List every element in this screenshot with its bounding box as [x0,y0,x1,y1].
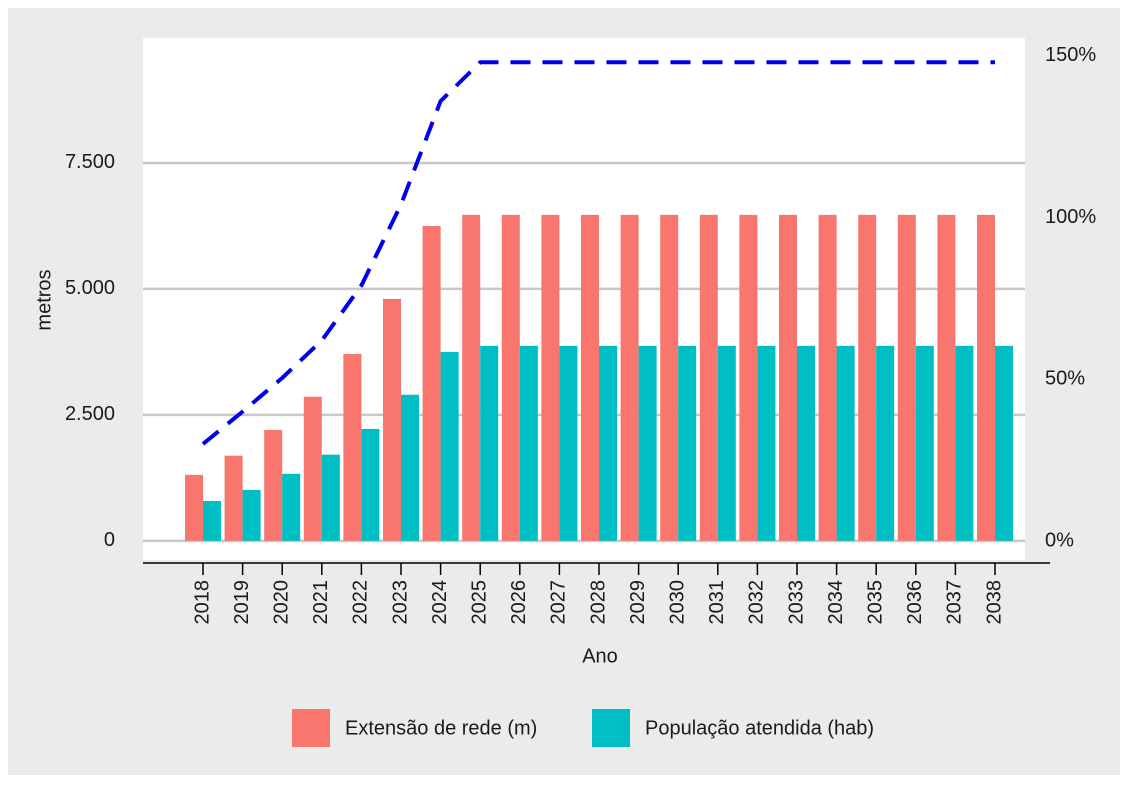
y-tick-label: 7.500 [65,151,115,173]
y-axis-title: metros [33,269,55,330]
bar [955,345,974,541]
x-tick-label: 2031 [706,580,728,625]
y-tick-label: 2.500 [65,403,115,425]
bar [480,345,499,541]
x-tick-label: 2037 [944,580,966,625]
x-tick-label: 2036 [904,580,926,625]
legend-swatch [292,709,330,747]
legend-label: Extensão de rede (m) [345,717,537,739]
bar [462,214,481,541]
bar [541,214,560,541]
bar [717,345,736,541]
x-tick-label: 2025 [468,580,490,625]
x-tick-label: 2027 [548,580,570,625]
bar [321,454,340,541]
bar [897,214,916,541]
y2-tick-label: 150% [1045,44,1096,66]
bar [638,345,657,541]
legend-swatch [592,709,630,747]
x-tick-label: 2030 [666,580,688,625]
bar [361,428,380,541]
bar [264,429,283,541]
bar [440,351,459,541]
bar [559,345,578,541]
x-tick-label: 2032 [746,580,768,625]
x-axis-title: Ano [582,645,618,667]
bar [519,345,538,541]
x-tick-label: 2028 [587,580,609,625]
x-tick-label: 2020 [270,580,292,625]
bar [797,345,815,541]
x-tick-label: 2029 [627,580,649,625]
bar [660,214,679,541]
bar [343,353,362,541]
bar [757,345,776,541]
y-tick-label: 0 [104,529,115,551]
bar [937,214,956,541]
y2-tick-label: 0% [1045,529,1074,551]
bar [678,345,697,541]
bar [876,345,895,541]
bar [203,501,221,541]
x-tick-label: 2024 [429,580,451,625]
x-tick-label: 2035 [864,580,886,625]
bar [599,345,617,541]
x-tick-label: 2022 [350,580,372,625]
x-tick-label: 2034 [825,580,847,625]
bar [858,214,877,541]
bar [818,214,837,541]
line [201,60,995,446]
x-tick-label: 2021 [310,580,332,625]
bar [422,225,441,541]
bar [739,214,758,541]
bar [401,394,419,541]
bar [224,455,243,541]
bar [501,214,520,541]
bar [383,298,401,541]
bar [699,214,718,541]
y-tick-label: 5.000 [65,277,115,299]
bar [995,345,1013,541]
bar [915,345,934,541]
x-tick-label: 2019 [231,580,253,625]
x-tick-label: 2023 [389,580,411,625]
bar [303,396,322,541]
bar [779,214,797,541]
y2-tick-label: 100% [1045,206,1096,228]
x-tick-label: 2018 [191,580,213,625]
bar [282,473,301,541]
x-tick-label: 2026 [508,580,530,625]
legend-label: População atendida (hab) [645,717,874,739]
bar [581,214,599,541]
bar [242,489,261,541]
x-tick-label: 2038 [983,580,1005,625]
y2-tick-label: 50% [1045,368,1085,390]
bar [836,345,855,541]
bar [977,214,995,541]
bar [185,474,203,541]
bar [620,214,639,541]
x-tick-label: 2033 [785,580,807,625]
